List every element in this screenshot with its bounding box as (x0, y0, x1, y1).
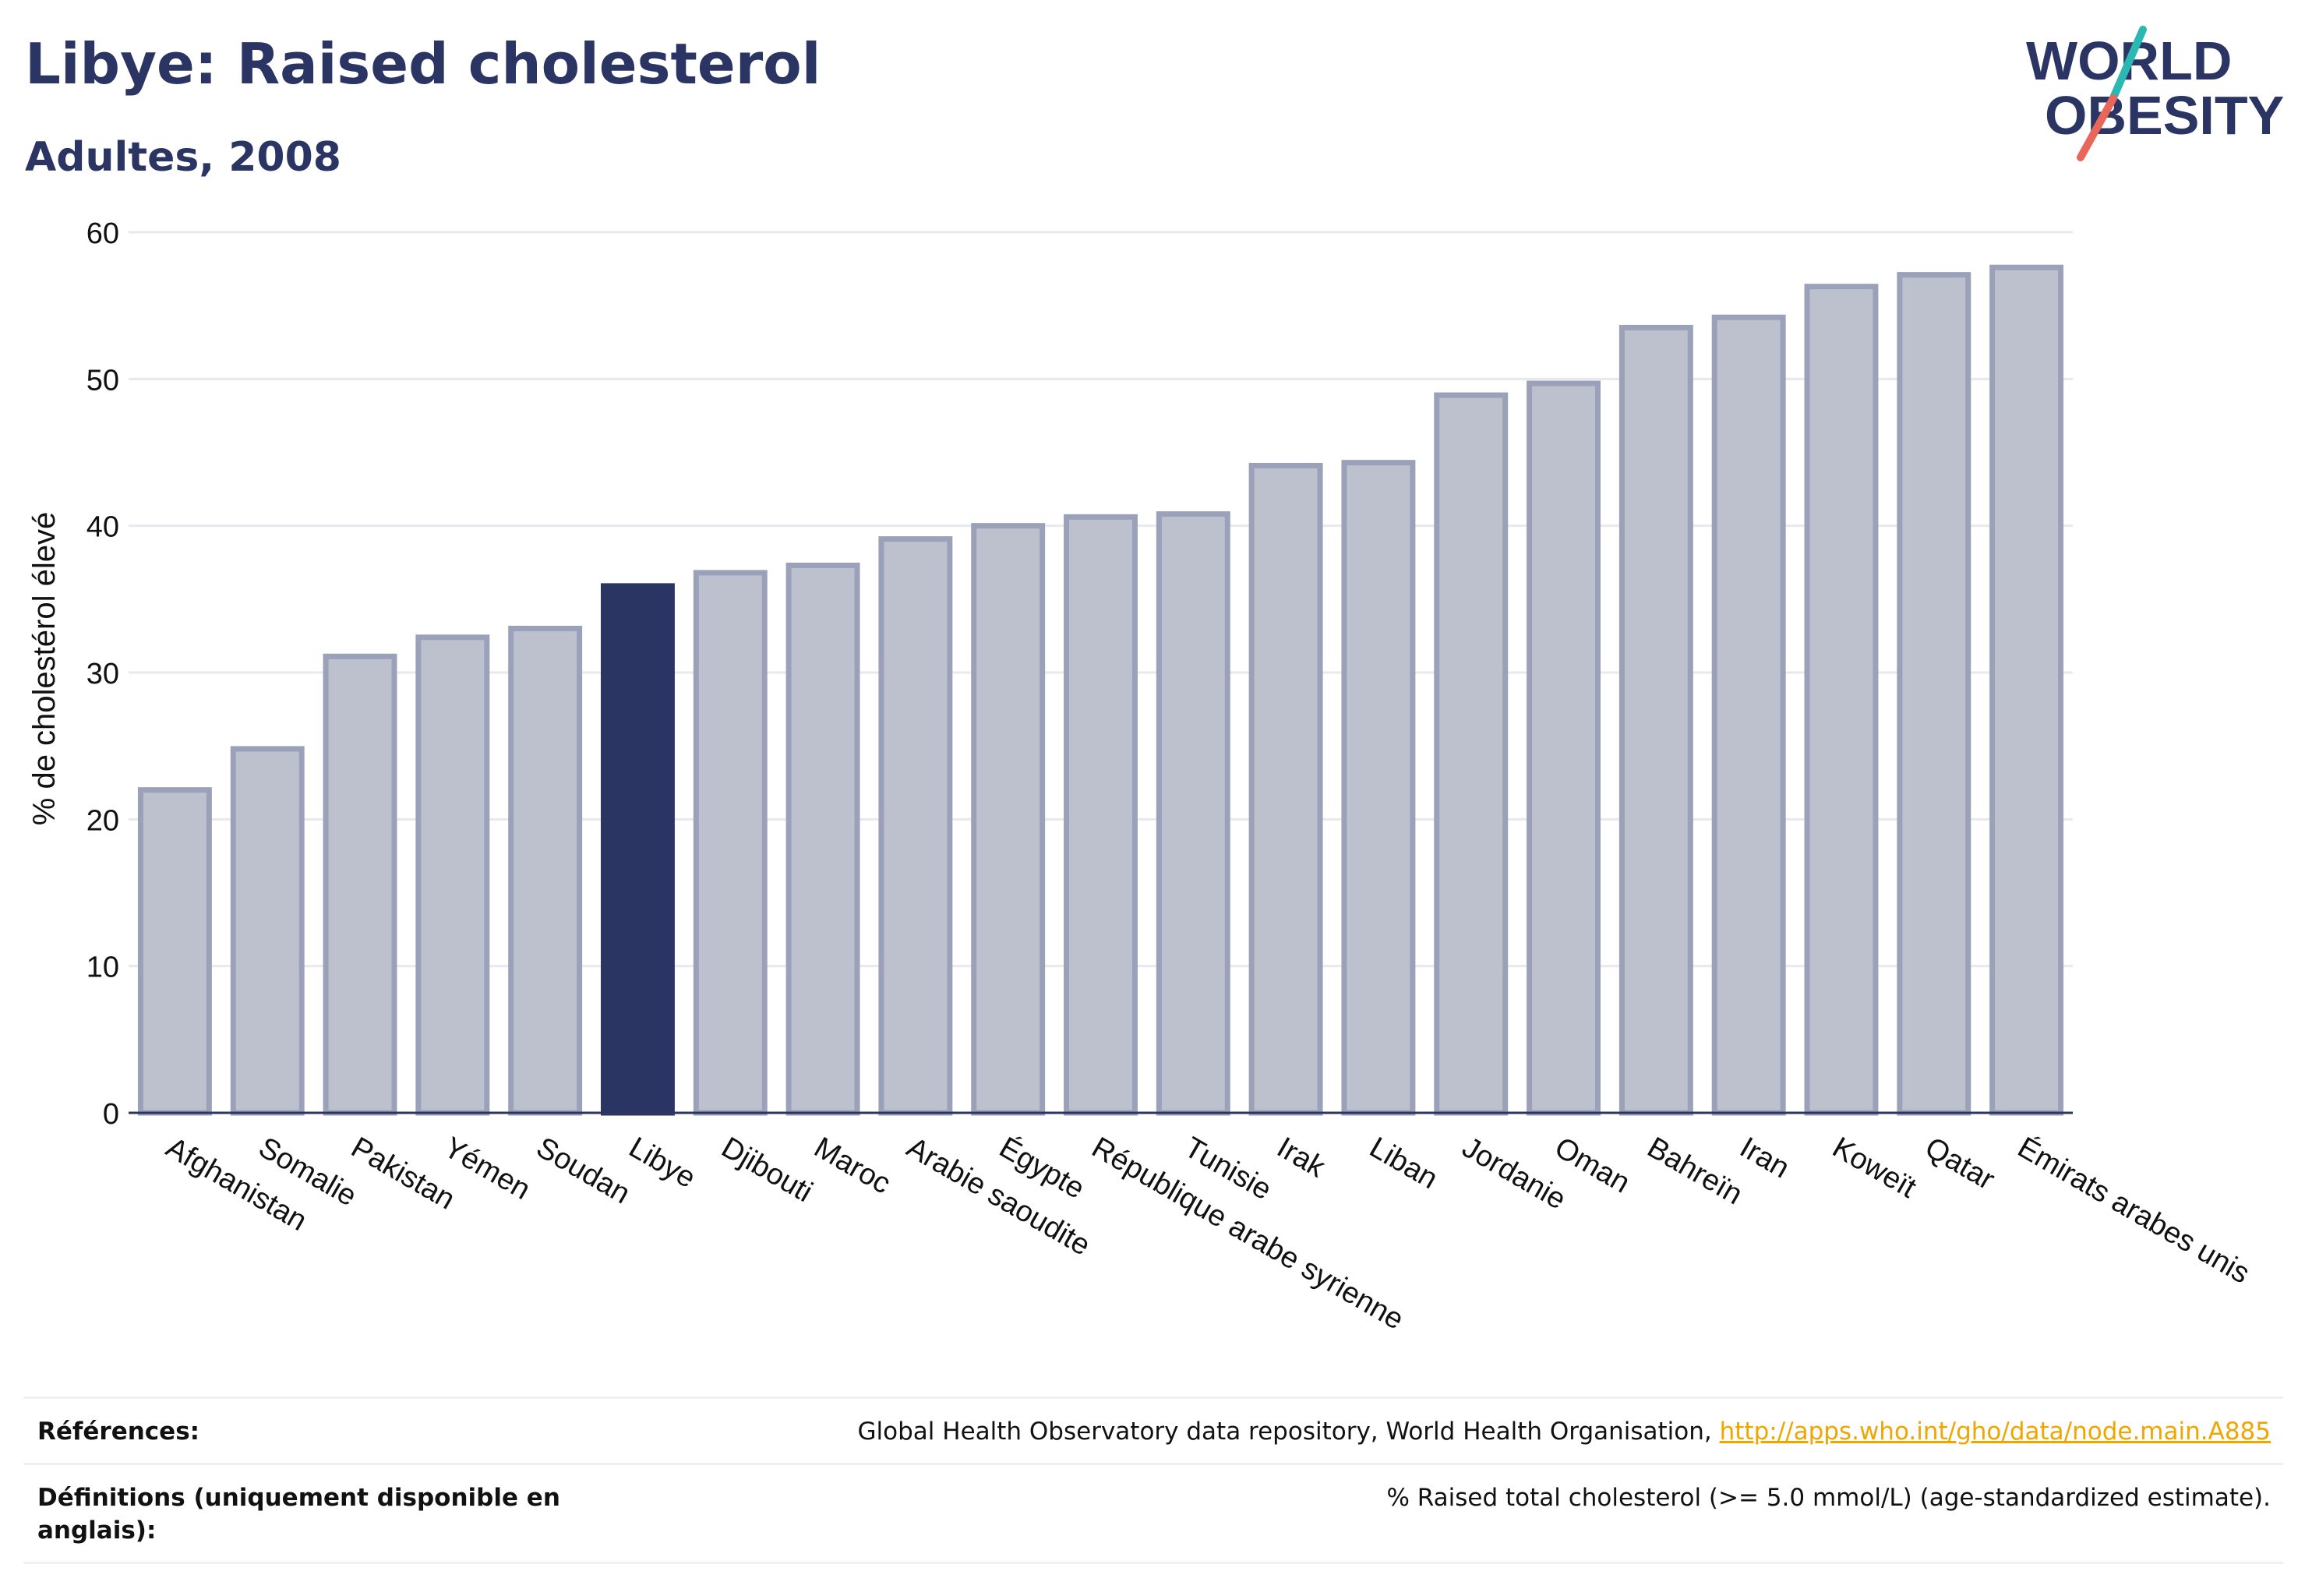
x-tick-label: Libye (623, 1131, 701, 1195)
references-link[interactable]: http://apps.who.int/gho/data/node.main.A… (1719, 1418, 2271, 1446)
x-tick-label: Pakistan (346, 1131, 461, 1216)
bar-18 (1804, 284, 1879, 1116)
references-table: Références: Global Health Observatory da… (23, 1396, 2283, 1564)
bar-1 (230, 746, 305, 1116)
y-tick-label: 60 (86, 217, 119, 250)
x-tick-label: Soudan (531, 1131, 635, 1210)
logo-teal-stroke (2108, 26, 2147, 105)
x-tick-label: Bahreïn (1642, 1131, 1748, 1211)
bar-10 (1064, 514, 1138, 1116)
logo-line-2: OBESITY (2045, 85, 2283, 146)
x-tick-label: Jordanie (1456, 1131, 1571, 1216)
world-obesity-logo: WORLD OBESITY (2026, 26, 2283, 161)
x-tick-label: Iran (1735, 1131, 1795, 1185)
bar-2 (323, 653, 397, 1116)
references-value: Global Health Observatory data repositor… (858, 1416, 2271, 1449)
x-tick-label: Émirats arabes unis (2012, 1131, 2255, 1291)
bar-17 (1711, 314, 1786, 1116)
x-tick-label: Qatar (1919, 1131, 2000, 1196)
bar-16 (1618, 324, 1693, 1116)
bar-3 (415, 634, 490, 1116)
x-tick-label: Djibouti (716, 1131, 818, 1209)
y-tick-label: 50 (86, 364, 119, 397)
x-tick-label: Irak (1272, 1131, 1332, 1185)
y-tick-label: 10 (86, 952, 119, 984)
y-tick-label: 20 (86, 804, 119, 837)
bar-15 (1527, 380, 1601, 1116)
references-row: Références: Global Health Observatory da… (23, 1396, 2283, 1463)
bar-0 (137, 787, 212, 1116)
bar-chart: 0102030405060AfghanistanSomaliePakistanY… (27, 217, 2255, 1336)
y-tick-label: 40 (86, 511, 119, 544)
bar-7 (785, 563, 860, 1116)
bar-14 (1434, 392, 1509, 1116)
bar-6 (693, 570, 768, 1116)
references-label: Références: (37, 1418, 200, 1446)
logo-coral-stroke (2077, 94, 2117, 161)
definitions-value: % Raised total cholesterol (>= 5.0 mmol/… (1386, 1483, 2271, 1512)
bar-12 (1248, 462, 1323, 1116)
definitions-label: Définitions (uniquement disponible en an… (37, 1483, 560, 1545)
y-tick-label: 30 (86, 658, 119, 690)
bar-13 (1341, 460, 1416, 1116)
definitions-row: Définitions (uniquement disponible en an… (23, 1462, 2283, 1564)
references-text: Global Health Observatory data repositor… (857, 1418, 1720, 1446)
x-tick-label: Maroc (809, 1131, 896, 1200)
bar-4 (508, 626, 583, 1116)
x-tick-label: Koweït (1827, 1131, 1922, 1205)
bar-5 (600, 583, 675, 1116)
y-axis-label: % de cholestérol élevé (27, 512, 62, 825)
bar-9 (971, 523, 1046, 1116)
bars (137, 264, 2064, 1116)
y-tick-label: 0 (103, 1098, 119, 1131)
bar-19 (1897, 272, 1971, 1116)
x-tick-label: Liban (1364, 1131, 1443, 1195)
bar-8 (878, 536, 953, 1116)
chart-title: Libye: Raised cholesterol (25, 31, 821, 97)
bar-11 (1156, 511, 1230, 1116)
chart-subtitle: Adultes, 2008 (25, 134, 341, 181)
bar-20 (1989, 264, 2064, 1116)
